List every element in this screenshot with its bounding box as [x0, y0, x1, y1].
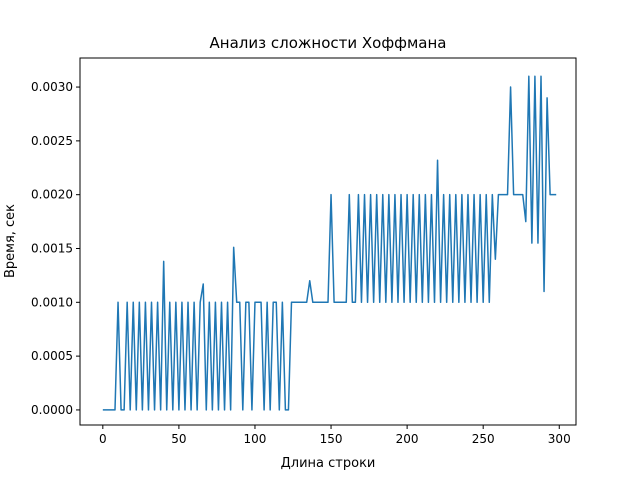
plot-frame: [79, 57, 577, 426]
y-tick-label: 0.0005: [31, 349, 73, 363]
x-tick-label: 250: [472, 432, 495, 446]
chart-title: Анализ сложности Хоффмана: [210, 34, 447, 52]
data-line: [102, 75, 557, 411]
x-tick-label: 100: [244, 432, 267, 446]
x-tick-label: 300: [548, 432, 571, 446]
x-tick-label: 150: [320, 432, 343, 446]
x-axis-label: Длина строки: [281, 456, 376, 471]
x-tick-label: 50: [171, 432, 186, 446]
x-tick-label: 0: [99, 432, 107, 446]
y-tick-label: 0.0020: [31, 188, 73, 202]
y-tick-label: 0.0010: [31, 295, 73, 309]
y-tick-label: 0.0000: [31, 403, 73, 417]
x-tick-label: 200: [396, 432, 419, 446]
y-tick-label: 0.0025: [31, 134, 73, 148]
y-tick-label: 0.0030: [31, 80, 73, 94]
y-axis-label: Время, сек: [3, 204, 18, 278]
y-tick-label: 0.0015: [31, 241, 73, 255]
